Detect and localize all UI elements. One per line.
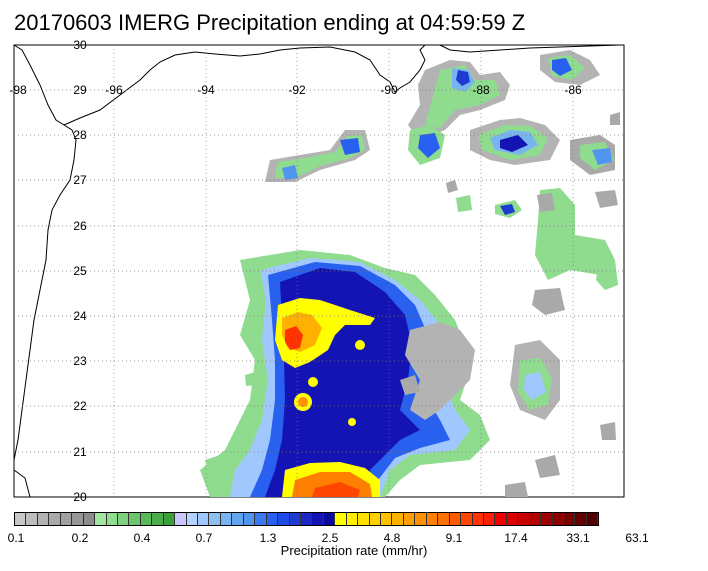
colorbar-tick: 0.4 <box>133 531 151 545</box>
longitude-labels: -98 -96 -94 -92 -90 -88 -86 <box>9 83 582 97</box>
colorbar-swatch <box>426 513 439 525</box>
colorbar-swatch <box>541 513 553 525</box>
colorbar-swatch <box>312 513 324 525</box>
colorbar-swatch <box>209 513 221 525</box>
colorbar-swatch <box>232 513 244 525</box>
colorbar-swatch <box>438 513 450 525</box>
colorbar-swatch <box>449 513 462 525</box>
colorbar-swatch <box>186 513 198 525</box>
colorbar-swatch <box>106 513 118 525</box>
lon-label: -86 <box>564 83 582 97</box>
colorbar-swatch <box>495 513 507 525</box>
lon-label: -90 <box>380 83 398 97</box>
lon-label: -88 <box>472 83 490 97</box>
colorbar-swatch <box>72 513 84 525</box>
colorbar-swatch <box>95 513 107 525</box>
colorbar-swatch <box>175 513 187 525</box>
precipitation-field <box>200 50 620 497</box>
colorbar-swatch <box>461 513 473 525</box>
colorbar-swatch <box>529 513 542 525</box>
colorbar-tick: 17.4 <box>504 531 528 545</box>
colorbar-swatch <box>369 513 381 525</box>
colorbar-swatch <box>266 513 279 525</box>
coastline <box>13 44 621 498</box>
colorbar-swatch <box>335 513 347 525</box>
latitude-labels: 30 29 28 27 26 25 24 23 22 21 20 <box>73 38 87 504</box>
colorbar-swatch <box>358 513 370 525</box>
lat-label: 27 <box>73 173 87 187</box>
colorbar-swatch <box>49 513 61 525</box>
colorbar-swatch <box>483 513 496 525</box>
colorbar-swatch <box>117 513 130 525</box>
colorbar-swatch <box>506 513 519 525</box>
colorbar-swatch <box>163 513 176 525</box>
colorbar-swatch <box>220 513 233 525</box>
colorbar-swatch <box>564 513 576 525</box>
colorbar-swatch <box>140 513 153 525</box>
lat-label: 29 <box>73 83 87 97</box>
colorbar-swatch <box>403 513 416 525</box>
colorbar-swatch <box>472 513 484 525</box>
colorbar-swatch <box>152 513 164 525</box>
colorbar-swatch <box>289 513 301 525</box>
colorbar-tick: 0.1 <box>7 531 25 545</box>
colorbar-swatch <box>60 513 73 525</box>
lon-label: -94 <box>197 83 215 97</box>
colorbar-title: Precipitation rate (mm/hr) <box>280 543 428 558</box>
lat-label: 21 <box>73 445 87 459</box>
colorbar-swatch <box>552 513 564 525</box>
lon-label: -96 <box>105 83 123 97</box>
graticule <box>14 45 624 497</box>
lat-label: 26 <box>73 219 87 233</box>
colorbar-swatch <box>323 513 336 525</box>
colorbar-swatch <box>575 513 587 525</box>
lat-label: 23 <box>73 354 87 368</box>
colorbar-swatch <box>37 513 50 525</box>
lat-label: 20 <box>73 490 87 504</box>
colorbar-swatch <box>392 513 404 525</box>
colorbar-swatch <box>381 513 393 525</box>
lon-label: -98 <box>9 83 27 97</box>
colorbar-swatch <box>586 513 599 525</box>
lon-label: -92 <box>288 83 306 97</box>
colorbar-swatch <box>278 513 290 525</box>
colorbar-swatch <box>83 513 96 525</box>
colorbar-tick: 9.1 <box>445 531 463 545</box>
colorbar <box>14 512 600 526</box>
lat-label: 25 <box>73 264 87 278</box>
colorbar-tick: 2.5 <box>321 531 339 545</box>
colorbar-swatch <box>243 513 256 525</box>
colorbar-swatch <box>415 513 427 525</box>
colorbar-tick: 4.8 <box>383 531 401 545</box>
colorbar-swatch <box>300 513 313 525</box>
lat-label: 22 <box>73 399 87 413</box>
lat-label: 24 <box>73 309 87 323</box>
colorbar-tick: 1.3 <box>259 531 277 545</box>
colorbar-swatch <box>255 513 267 525</box>
colorbar-tick: 0.7 <box>195 531 213 545</box>
map-title: 20170603 IMERG Precipitation ending at 0… <box>14 10 526 35</box>
colorbar-tick: 33.1 <box>566 531 590 545</box>
colorbar-swatch <box>129 513 141 525</box>
lat-label: 30 <box>73 38 87 52</box>
colorbar-swatch <box>15 513 27 525</box>
colorbar-tick: 63.1 <box>625 531 649 545</box>
colorbar-swatch <box>26 513 38 525</box>
lat-label: 28 <box>73 128 87 142</box>
colorbar-swatch <box>198 513 210 525</box>
colorbar-tick: 0.2 <box>71 531 89 545</box>
colorbar-swatch <box>346 513 359 525</box>
colorbar-swatch <box>518 513 530 525</box>
